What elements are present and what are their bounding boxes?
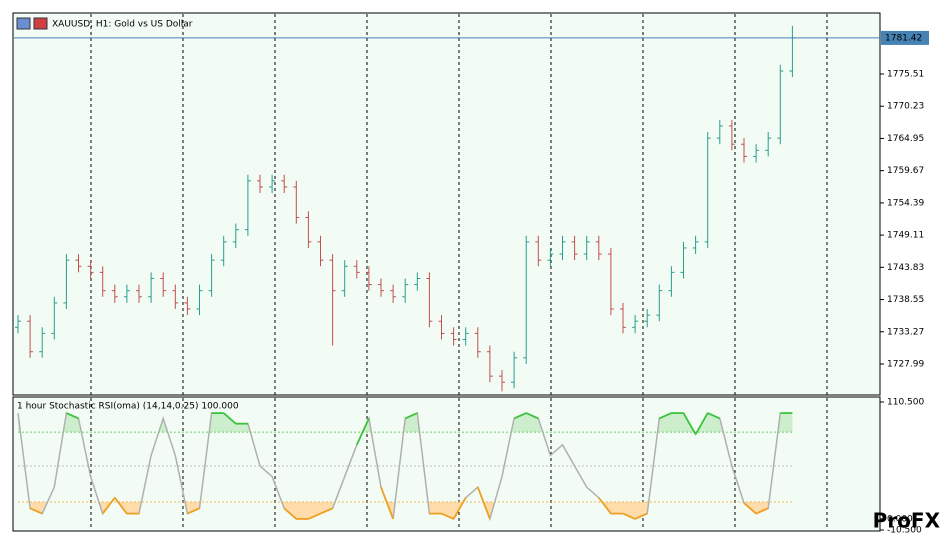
y-tick-label: 1764.95 — [887, 134, 924, 144]
stoch-segment — [682, 412, 697, 435]
stoch-segment — [441, 512, 454, 520]
y-tick-label: 1743.83 — [887, 263, 924, 273]
stoch-segment — [320, 507, 333, 515]
stoch-segment — [476, 486, 491, 520]
price-pane — [12, 12, 881, 396]
stoch-segment — [223, 412, 237, 425]
y-tick-label: 0.000 — [887, 514, 913, 524]
stoch-segment — [525, 412, 539, 420]
y-tick-label: 1749.11 — [887, 231, 924, 241]
symbol-icon — [16, 17, 48, 30]
y-tick-label: 1770.23 — [887, 102, 924, 112]
oversold-area — [18, 501, 793, 519]
stoch-segment — [29, 507, 43, 515]
stoch-segment — [622, 512, 636, 520]
y-tick-label: 1754.39 — [887, 198, 924, 208]
y-tick-label: 1727.99 — [887, 359, 924, 369]
stoch-segment — [355, 418, 370, 446]
stoch-segment — [380, 486, 394, 520]
stoch-segment — [114, 497, 128, 515]
price-label-box — [881, 30, 929, 45]
stoch-segment — [707, 412, 721, 420]
stoch-segment — [743, 502, 757, 515]
y-tick-label: 1759.67 — [887, 166, 924, 176]
stoch-segment — [513, 412, 527, 420]
stoch-segment — [283, 507, 297, 520]
stoch-segment — [755, 507, 769, 515]
y-tick-label: 1733.27 — [887, 327, 924, 337]
watermark: ProFX — [873, 509, 941, 533]
stoch-segment — [101, 497, 116, 515]
stoch-segment — [404, 412, 418, 420]
stoch-segment — [658, 412, 672, 420]
y-tick-label: 110.500 — [887, 398, 924, 408]
stoch-segment — [598, 497, 612, 515]
y-tick-label: -10.500 — [887, 526, 922, 536]
y-tick-label: 1775.51 — [887, 69, 924, 79]
stoch-segment — [66, 412, 79, 420]
y-tick-label: 1738.55 — [887, 295, 924, 305]
stoch-segment — [694, 412, 709, 435]
stoch-segment — [308, 512, 321, 520]
indicator-title: 1 hour Stochastic RSI(oma) (14,14,0.25) … — [17, 402, 239, 412]
stoch-segment — [187, 507, 200, 515]
stoch-segment — [634, 512, 648, 520]
price-label: 1781.42 — [885, 33, 922, 43]
stoch-segment — [452, 497, 467, 520]
chart-title: XAUUSD, H1: Gold vs US Dollar — [52, 20, 193, 30]
